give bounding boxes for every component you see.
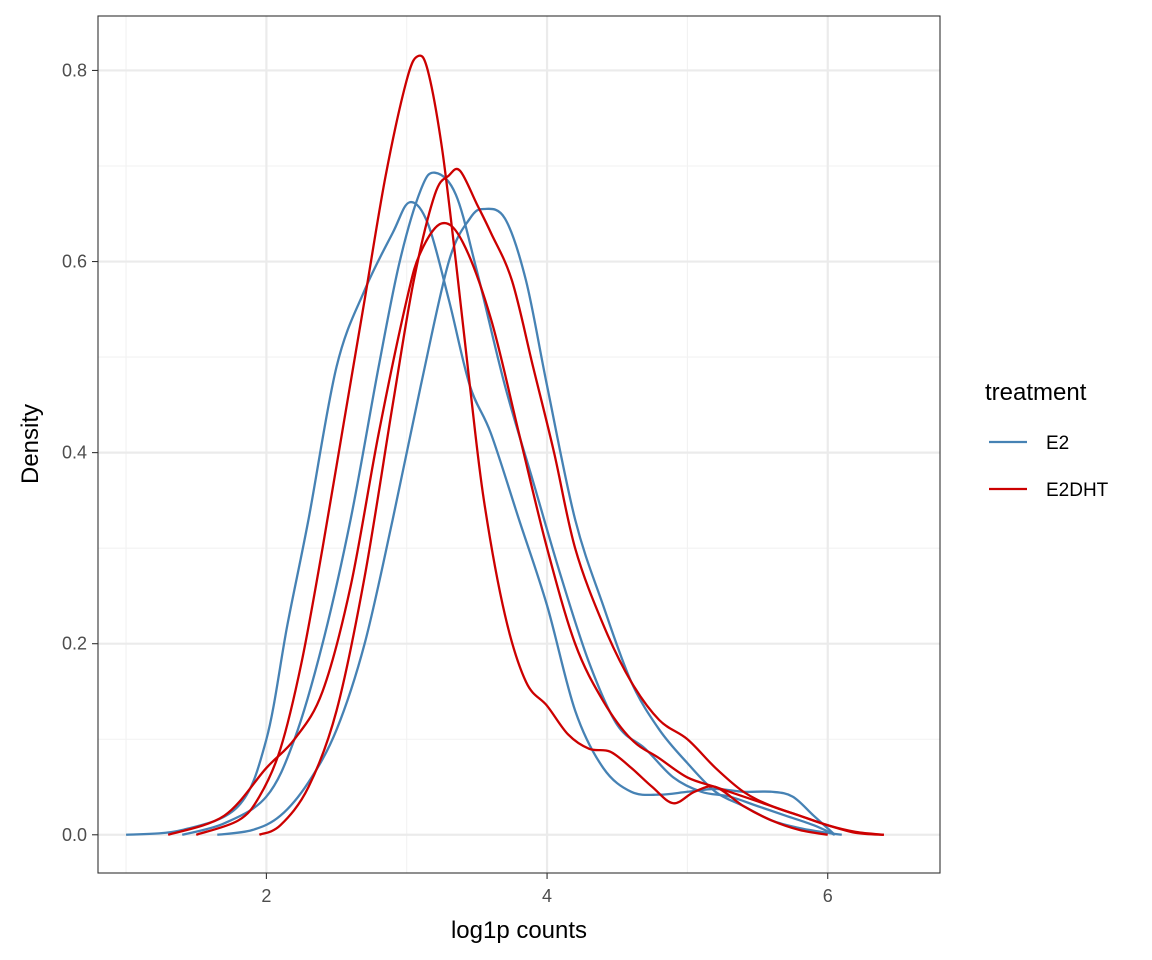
grid-major <box>98 16 940 873</box>
density-line-e2dht-4 <box>167 221 884 836</box>
density-line-e2-1 <box>181 171 836 836</box>
density-line-e2dht-3 <box>195 54 828 836</box>
grid-minor <box>98 16 940 873</box>
x-axis-title: log1p counts <box>451 917 587 944</box>
y-tick-label-2: 0.4 <box>62 443 87 463</box>
x-tick-label-1: 4 <box>542 886 552 906</box>
density-line-e2-2 <box>217 207 842 836</box>
y-tick-label-4: 0.8 <box>62 60 87 80</box>
y-axis-ticks: 0.0 0.2 0.4 0.6 0.8 <box>62 60 98 845</box>
x-tick-label-0: 2 <box>261 886 271 906</box>
legend-entry-e2: E2 <box>989 433 1069 454</box>
plot-panel <box>98 16 940 873</box>
legend-title: treatment <box>985 379 1087 406</box>
density-line-e2dht-5 <box>258 167 884 836</box>
legend-label-e2: E2 <box>1046 433 1069 454</box>
y-axis-title: Density <box>17 404 44 484</box>
legend-entry-e2dht: E2DHT <box>989 480 1109 501</box>
legend: treatment E2 E2DHT <box>985 379 1109 501</box>
y-tick-label-1: 0.2 <box>62 634 87 654</box>
y-tick-label-3: 0.6 <box>62 252 87 272</box>
y-tick-label-0: 0.0 <box>62 825 87 845</box>
density-series <box>125 54 884 836</box>
plot-panel-border <box>97 15 941 874</box>
x-tick-label-2: 6 <box>823 886 833 906</box>
legend-label-e2dht: E2DHT <box>1046 480 1109 501</box>
x-axis-ticks: 2 4 6 <box>261 873 833 906</box>
